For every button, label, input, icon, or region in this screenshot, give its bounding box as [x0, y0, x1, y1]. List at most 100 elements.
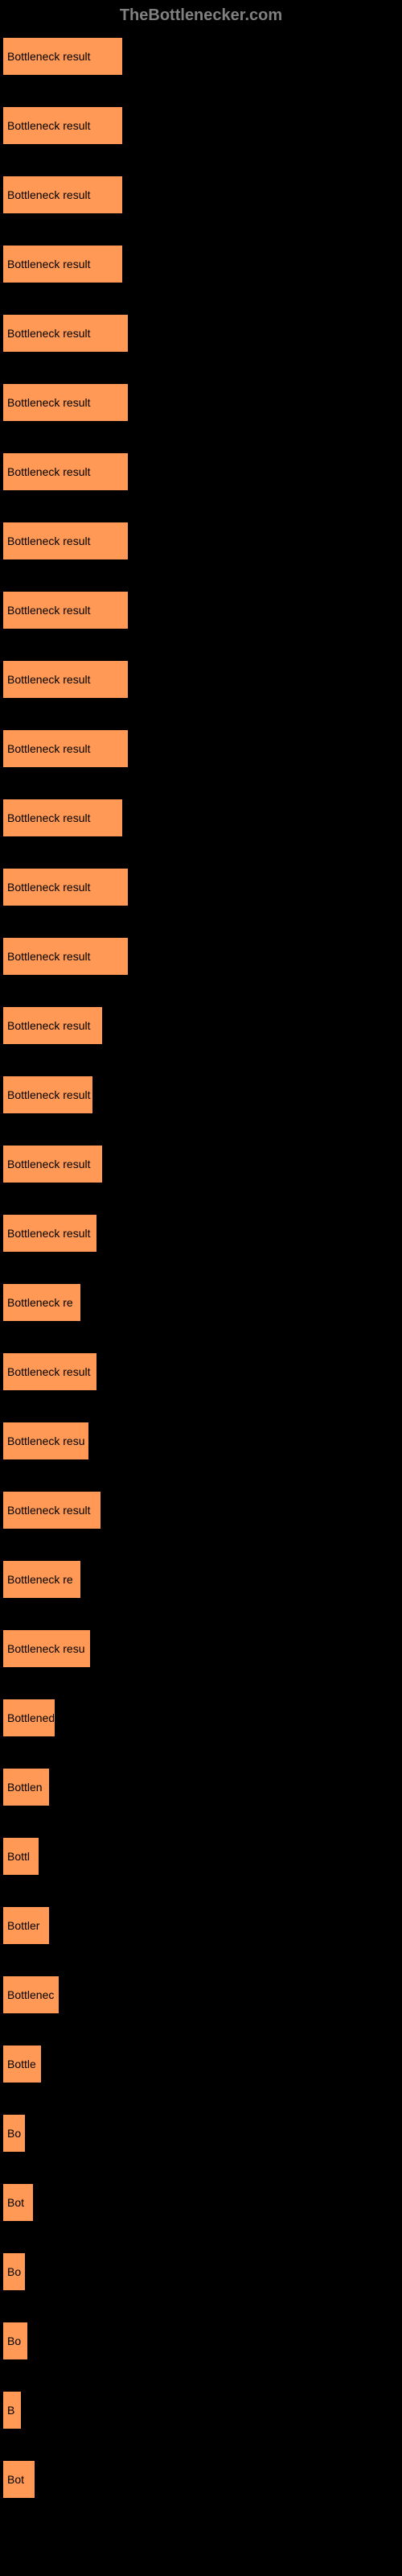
- bar-label: Bottleneck result: [7, 811, 91, 824]
- bar-box: Bo: [3, 2322, 27, 2359]
- bar-row: Bottleneck result: [3, 1007, 399, 1044]
- bar-label: Bot: [7, 2473, 24, 2486]
- bar-row: Bottleneck result: [3, 869, 399, 906]
- bar-row: Bottleneck result: [3, 661, 399, 698]
- bar-box: Bottleneck re: [3, 1284, 80, 1321]
- bar-label: Bottleneck result: [7, 50, 91, 63]
- bar-box: Bottle: [3, 2046, 41, 2083]
- bar-label: Bottleneck result: [7, 1158, 91, 1170]
- bar-label: Bottlened: [7, 1711, 55, 1724]
- bar-row: Bot: [3, 2461, 399, 2498]
- bar-box: Bottleneck result: [3, 453, 128, 490]
- bar-row: Bottleneck result: [3, 1353, 399, 1390]
- bar-row: Bottleneck result: [3, 522, 399, 559]
- bar-label: Bottleneck result: [7, 327, 91, 340]
- bottleneck-bar-chart: Bottleneck result Bottleneck result Bottle…: [0, 38, 402, 2498]
- bar-box: Bottleneck result: [3, 730, 128, 767]
- bar-label: Bottleneck resu: [7, 1435, 85, 1447]
- bar-row: Bottlenec: [3, 1976, 399, 2013]
- bar-label: Bo: [7, 2265, 21, 2278]
- bar-row: Bo: [3, 2253, 399, 2290]
- bar-row: Bottleneck result: [3, 38, 399, 75]
- bar-label: Bottleneck result: [7, 1227, 91, 1240]
- bar-row: Bottler: [3, 1907, 399, 1944]
- bar-label: Bottleneck result: [7, 1019, 91, 1032]
- bar-row: Bottleneck result: [3, 315, 399, 352]
- bar-box: Bottleneck result: [3, 1492, 100, 1529]
- bar-row: Bottleneck result: [3, 1076, 399, 1113]
- bar-row: Bottl: [3, 1838, 399, 1875]
- bar-box: Bottleneck result: [3, 522, 128, 559]
- bar-box: Bottleneck result: [3, 1076, 92, 1113]
- bar-row: Bo: [3, 2115, 399, 2152]
- bar-box: Bottleneck resu: [3, 1422, 88, 1459]
- bar-label: Bottleneck result: [7, 258, 91, 270]
- bar-box: Bottleneck result: [3, 1215, 96, 1252]
- bar-box: Bottleneck result: [3, 869, 128, 906]
- bar-label: Bot: [7, 2196, 24, 2209]
- bar-box: Bottlened: [3, 1699, 55, 1736]
- bar-label: Bottleneck result: [7, 1088, 91, 1101]
- bar-box: Bottleneck result: [3, 799, 122, 836]
- bar-box: Bottleneck result: [3, 246, 122, 283]
- bar-label: Bottler: [7, 1919, 39, 1932]
- bar-label: Bottleneck result: [7, 881, 91, 894]
- bar-row: Bottleneck result: [3, 592, 399, 629]
- bar-row: Bottleneck result: [3, 453, 399, 490]
- bar-row: Bottleneck re: [3, 1284, 399, 1321]
- bar-box: Bottleneck resu: [3, 1630, 90, 1667]
- bar-row: Bot: [3, 2184, 399, 2221]
- bar-row: Bottlen: [3, 1769, 399, 1806]
- bar-box: Bottleneck re: [3, 1561, 80, 1598]
- bar-label: Bo: [7, 2127, 21, 2140]
- bar-label: Bottleneck result: [7, 396, 91, 409]
- bar-row: Bottleneck result: [3, 730, 399, 767]
- bar-row: B: [3, 2392, 399, 2429]
- bar-row: Bottleneck re: [3, 1561, 399, 1598]
- bar-label: Bottleneck result: [7, 535, 91, 547]
- bar-label: Bottleneck re: [7, 1573, 73, 1586]
- bar-box: Bottleneck result: [3, 1353, 96, 1390]
- bar-box: Bottleneck result: [3, 176, 122, 213]
- bar-row: Bottleneck result: [3, 246, 399, 283]
- bar-label: Bottlen: [7, 1781, 43, 1794]
- bar-row: Bottleneck result: [3, 107, 399, 144]
- bar-box: Bot: [3, 2461, 35, 2498]
- bar-row: Bottleneck resu: [3, 1630, 399, 1667]
- bar-box: Bottl: [3, 1838, 39, 1875]
- bar-box: Bottleneck result: [3, 1146, 102, 1183]
- bar-box: Bottleneck result: [3, 592, 128, 629]
- bar-box: Bottleneck result: [3, 315, 128, 352]
- bar-row: Bottleneck result: [3, 1492, 399, 1529]
- bar-row: Bottleneck resu: [3, 1422, 399, 1459]
- bar-label: Bo: [7, 2334, 21, 2347]
- bar-label: Bottle: [7, 2058, 36, 2070]
- bar-label: Bottleneck re: [7, 1296, 73, 1309]
- bar-box: Bottler: [3, 1907, 49, 1944]
- bar-label: Bottleneck result: [7, 673, 91, 686]
- bar-row: Bottle: [3, 2046, 399, 2083]
- bar-label: Bottleneck result: [7, 188, 91, 201]
- bar-label: Bottleneck result: [7, 465, 91, 478]
- bar-box: Bo: [3, 2115, 25, 2152]
- bar-box: Bottleneck result: [3, 661, 128, 698]
- bar-box: Bo: [3, 2253, 25, 2290]
- bar-label: Bottleneck result: [7, 1365, 91, 1378]
- bar-row: Bottlened: [3, 1699, 399, 1736]
- bar-row: Bottleneck result: [3, 799, 399, 836]
- bar-label: Bottleneck resu: [7, 1642, 85, 1655]
- bar-row: Bo: [3, 2322, 399, 2359]
- bar-label: Bottleneck result: [7, 604, 91, 617]
- bar-box: Bottleneck result: [3, 938, 128, 975]
- bar-label: Bottleneck result: [7, 950, 91, 963]
- bar-box: Bottlenec: [3, 1976, 59, 2013]
- bar-label: Bottleneck result: [7, 119, 91, 132]
- bar-row: Bottleneck result: [3, 1215, 399, 1252]
- bar-label: Bottl: [7, 1850, 30, 1863]
- bar-label: Bottlenec: [7, 1988, 54, 2001]
- bar-box: Bottlen: [3, 1769, 49, 1806]
- site-logo: TheBottlenecker.com: [0, 0, 402, 38]
- bar-box: B: [3, 2392, 21, 2429]
- bar-label: B: [7, 2404, 14, 2417]
- bar-box: Bottleneck result: [3, 1007, 102, 1044]
